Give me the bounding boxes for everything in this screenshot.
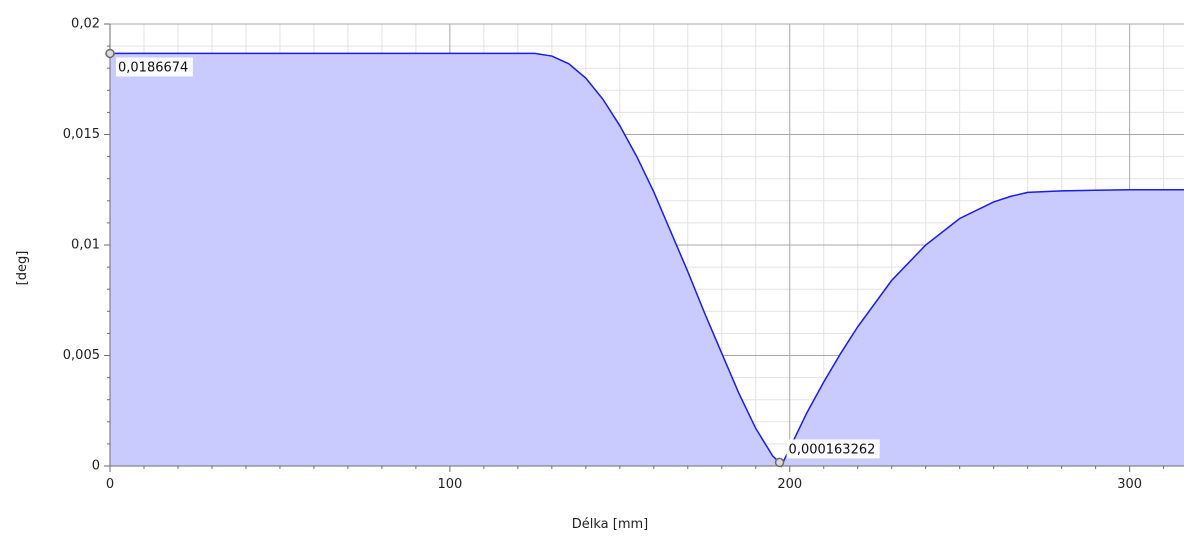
y-tick-label: 0,01 [71,238,100,253]
x-tick-label: 0 [106,477,114,492]
y-tick-label: 0 [92,459,100,474]
x-tick-label: 100 [437,477,462,492]
annotation-marker [105,48,115,59]
series-area [110,53,1184,466]
x-tick-label: 200 [777,477,802,492]
x-axis-label: Délka [mm] [572,517,649,532]
y-tick-label: 0,015 [63,127,100,142]
y-tick-label: 0,02 [71,17,100,32]
annotation-marker [774,457,785,468]
tick-labels: 0 100 200 300 0 0,005 0,01 0,015 0,02 [63,17,1142,493]
annotation-label: 0,0186674 [118,60,188,75]
annotation-label: 0,000163262 [789,442,876,457]
annotations: 0,0186674 0,000163262 [105,48,880,468]
y-tick-label: 0,005 [63,348,100,363]
axes [104,23,1184,472]
annotation-box [786,439,880,459]
x-tick-label: 300 [1117,477,1142,492]
y-axis-label: [deg] [15,251,30,286]
series-layer [110,52,1184,468]
annotation-box [116,57,193,77]
series-line [110,52,1184,468]
